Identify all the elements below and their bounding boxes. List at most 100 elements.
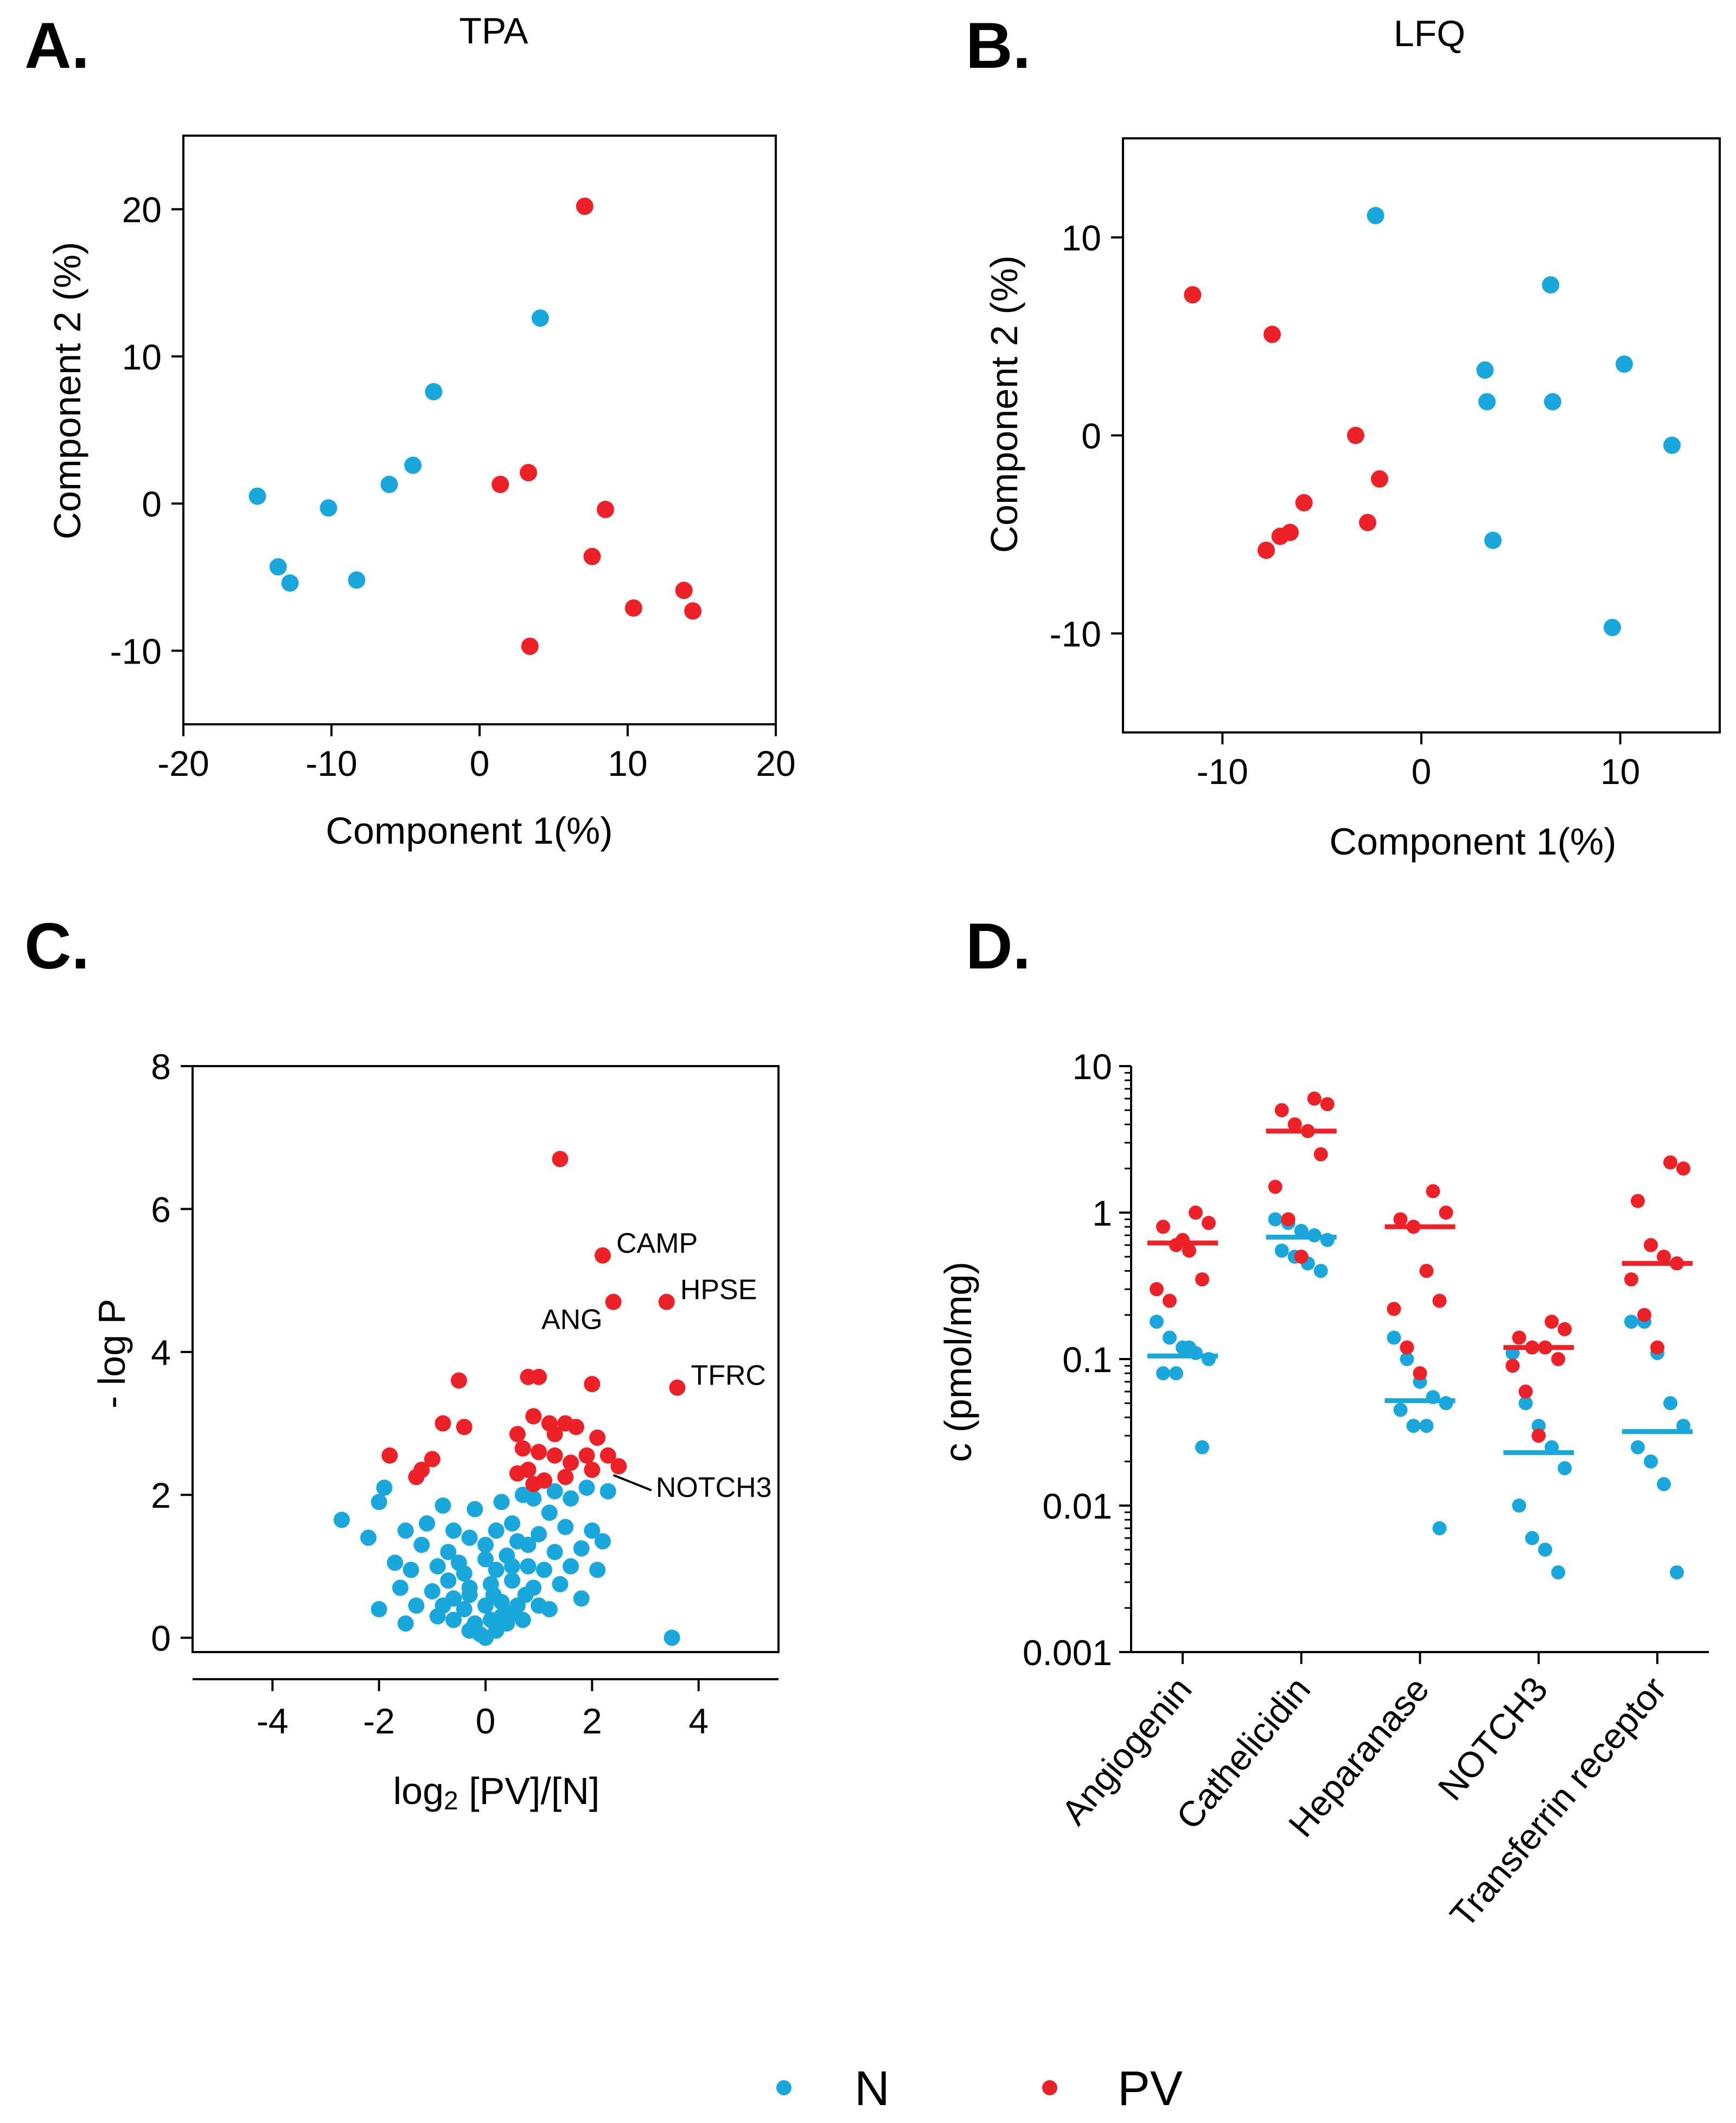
panel-a-ytick-label: -10 (110, 631, 162, 671)
panel-d-point-n (1150, 1315, 1164, 1329)
panel-c-point-pv (658, 1293, 675, 1310)
panel-d-point-pv (1558, 1322, 1572, 1336)
panel-d-point-n (1551, 1565, 1566, 1580)
panel-c-point-pv (424, 1451, 441, 1468)
panel-c-ytick-label: 4 (151, 1333, 171, 1373)
panel-d-point-n (1163, 1330, 1177, 1345)
panel-d-point-pv (1544, 1315, 1559, 1329)
panel-d-point-n (1538, 1542, 1553, 1557)
panel-c-point-n (371, 1601, 387, 1617)
panel-d-point-n (1406, 1419, 1421, 1433)
panel-a-point-n (348, 571, 366, 589)
panel-b-point-pv (1295, 494, 1313, 512)
panel-b-point-n (1484, 531, 1502, 549)
panel-c-point-n (477, 1537, 494, 1553)
panel-b-xtick-label: 10 (1600, 751, 1640, 792)
panel-d-point-n (1182, 1340, 1196, 1355)
panel-b-point-n (1604, 619, 1621, 636)
panel-c-xtick-label: 0 (476, 1701, 496, 1741)
panel-b-point-pv (1347, 426, 1364, 444)
panel-d-point-n (1558, 1461, 1572, 1476)
panel-c-point-pv (509, 1426, 526, 1443)
legend-pv-marker (1042, 2080, 1057, 2095)
panel-c-point-pv (450, 1372, 467, 1389)
panel-c-ytick-label: 6 (151, 1189, 171, 1229)
panel-d-point-pv (1393, 1212, 1408, 1227)
panel-c-point-n (403, 1561, 419, 1578)
panel-a-point-n (320, 499, 337, 517)
panel-d-ytick-label: 0.1 (1062, 1340, 1112, 1380)
panel-d-point-pv (1287, 1117, 1302, 1132)
panel-d-point-n (1169, 1366, 1183, 1381)
panel-d-point-n (1670, 1565, 1684, 1580)
panel-d-point-n (1419, 1419, 1434, 1433)
panel-b-point-n (1478, 393, 1496, 411)
panel-label-d: D. (966, 910, 1031, 983)
panel-c-point-n (397, 1522, 414, 1539)
panel-c-point-n (333, 1512, 350, 1528)
panel-d-point-pv (1637, 1308, 1651, 1322)
panel-c-xtick-label: -2 (363, 1701, 395, 1741)
panel-d-point-n (1393, 1402, 1408, 1417)
panel-c-point-n (371, 1494, 387, 1510)
panel-b-plot: -10 0 10 -10 0 10 (1050, 137, 1721, 792)
panel-b-title: LFQ (1394, 13, 1465, 54)
panel-c-annotation-tfrc: TFRC (691, 1360, 766, 1392)
panel-c-point-n (408, 1597, 425, 1614)
panel-c-point-n (485, 1586, 502, 1603)
panel-d-point-pv (1202, 1216, 1216, 1231)
panel-c-point-n (456, 1565, 473, 1582)
panel-d-point-pv (1531, 1429, 1546, 1443)
panel-c-point-n (504, 1515, 521, 1532)
panel-c-ytick-label: 2 (151, 1475, 171, 1515)
panel-a-ytick-label: 20 (122, 190, 162, 230)
panel-c-annotation-camp: CAMP (616, 1228, 698, 1259)
panel-c-point-n (424, 1583, 441, 1600)
panel-d-point-pv (1657, 1249, 1671, 1264)
panel-a-point-pv (675, 582, 693, 600)
panel-c-point-n (461, 1586, 478, 1603)
panel-c-point-n (461, 1529, 478, 1546)
panel-c-point-n (514, 1487, 531, 1503)
panel-b-xtick-label: -10 (1197, 751, 1248, 792)
panel-d-ylabel: c (pmol/mg) (937, 1261, 979, 1462)
panel-c-point-pv (546, 1447, 563, 1464)
panel-c-point-pv (567, 1419, 584, 1436)
panel-d-point-pv (1512, 1330, 1527, 1345)
panel-c-point-pv (605, 1293, 622, 1310)
panel-d-point-pv (1400, 1340, 1414, 1355)
panel-a-xtick-label: -20 (157, 743, 209, 783)
panel-c-point-n (517, 1586, 534, 1603)
panel-d-point-pv (1419, 1264, 1434, 1278)
panel-label-a: A. (24, 9, 90, 82)
panel-a-xtick-label: 10 (608, 743, 647, 783)
panel-b-point-pv (1184, 286, 1202, 304)
panel-c-point-n (445, 1590, 462, 1607)
panel-c-point-n (493, 1494, 510, 1510)
panel-b-point-pv (1359, 514, 1376, 532)
panel-c-ytick-label: 0 (151, 1618, 171, 1659)
panel-d-point-pv (1439, 1206, 1453, 1220)
panel-d-point-pv (1307, 1091, 1322, 1106)
panel-c-point-pv (669, 1379, 686, 1396)
panel-c-xtick-label: 2 (582, 1701, 602, 1741)
panel-a-xtick-label: -10 (305, 743, 357, 783)
panel-c-point-n (509, 1533, 526, 1550)
panel-c-point-n (488, 1522, 505, 1539)
panel-c-point-n (488, 1622, 505, 1639)
panel-d-point-n (1663, 1396, 1677, 1411)
panel-a-point-n (269, 558, 287, 576)
panel-c-point-n (573, 1590, 590, 1607)
panel-d-point-pv (1320, 1097, 1335, 1112)
panel-c-point-n (413, 1537, 430, 1553)
panel-b-point-n (1663, 436, 1681, 454)
panel-d-point-pv (1432, 1293, 1447, 1308)
panel-d-point-pv (1413, 1366, 1427, 1381)
panel-b-point-pv (1371, 470, 1388, 488)
panel-a-point-n (425, 382, 443, 400)
panel-c-ylabel: - log P (91, 1299, 133, 1408)
panel-a-point-pv (624, 599, 642, 617)
panel-c-plot: -4 -2 0 2 4 0 2 4 6 8 CAMP HPSE ANG TFRC NOTCH3 (151, 1047, 780, 1741)
panel-b-point-n (1544, 393, 1561, 411)
